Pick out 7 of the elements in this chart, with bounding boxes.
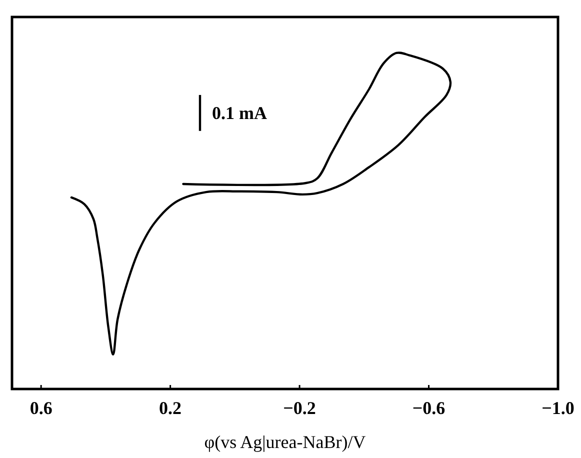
x-tick-label: −0.2 [283,398,316,418]
x-tick-label: −1.0 [542,398,574,418]
x-axis-title: φ(vs Ag|urea-NaBr)/V [204,432,366,452]
x-tick-label: 0.2 [159,398,182,418]
x-tick-label: 0.6 [30,398,52,418]
annotation: 0.1 mA [212,102,267,123]
x-tick-label: −0.6 [412,398,446,418]
